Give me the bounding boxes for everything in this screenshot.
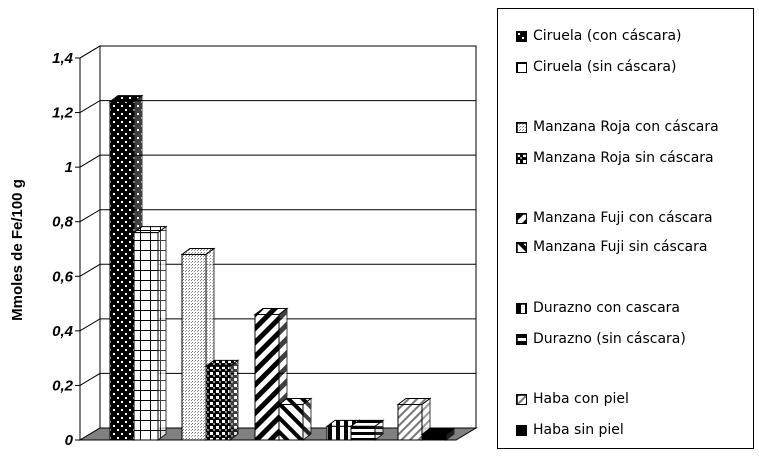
y-tick-label: 0,6	[52, 268, 74, 285]
legend-swatch	[516, 121, 527, 133]
bar-front	[421, 434, 447, 441]
bar-front	[181, 253, 207, 441]
legend-swatch	[516, 302, 527, 314]
gridline	[79, 154, 476, 168]
legend-item: Ciruela (sin cáscara)	[516, 57, 676, 77]
legend-label: Haba sin piel	[533, 422, 624, 438]
legend-label: Haba con piel	[533, 391, 629, 407]
legend-swatch	[516, 30, 527, 42]
legend-item: Haba sin piel	[516, 420, 624, 440]
bar-front	[254, 313, 280, 441]
bar	[204, 359, 240, 441]
y-tick-label: 1,2	[52, 105, 74, 122]
bar-side	[229, 359, 239, 441]
legend-swatch	[516, 61, 527, 73]
bar	[132, 225, 168, 441]
gridline	[79, 209, 476, 223]
legend-swatch	[516, 424, 527, 436]
legend: Ciruela (con cáscara) Ciruela (sin cáscar…	[497, 8, 754, 449]
gridline	[79, 372, 476, 386]
legend-item: Manzana Fuji sin cáscara	[516, 237, 707, 257]
legend-label: Manzana Roja sin cáscara	[533, 150, 714, 166]
bar-front	[133, 232, 159, 441]
bar-front	[109, 101, 135, 441]
side-wall	[79, 45, 101, 441]
bar	[349, 419, 385, 441]
bar-front	[397, 404, 423, 441]
bar	[277, 397, 313, 441]
gridline	[79, 263, 476, 277]
bar-front	[326, 425, 352, 441]
legend-swatch	[516, 333, 527, 345]
legend-item: Manzana Fuji con cáscara	[516, 208, 713, 228]
legend-item: Durazno con cascara	[516, 298, 680, 318]
y-tick-label: 0,4	[52, 323, 74, 340]
y-tick-label: 1,4	[52, 50, 74, 67]
legend-label: Durazno (sin cáscara)	[533, 331, 686, 347]
gridline	[79, 100, 476, 114]
y-axis-label: Mmoles de Fe/100 g	[9, 179, 26, 321]
y-tick-label: 0,8	[52, 214, 74, 231]
bar	[420, 427, 456, 441]
bars	[108, 94, 456, 441]
bar-side	[157, 225, 167, 441]
y-tick-label: 0,2	[52, 377, 74, 394]
y-tick-label: 1	[65, 159, 73, 176]
bar-front	[205, 365, 231, 441]
bar-front	[278, 404, 304, 441]
gridline	[79, 45, 476, 59]
legend-item: Haba con piel	[516, 389, 629, 409]
bar-chart: 0 0,2 0,4 0,6 0,8 1 1,2 1,4 Mmoles de Fe/100 g	[9, 45, 478, 449]
legend-label: Manzana Fuji sin cáscara	[533, 239, 708, 255]
legend-item: Durazno (sin cáscara)	[516, 329, 686, 349]
legend-swatch	[516, 212, 527, 224]
legend-item: Manzana Roja sin cáscara	[516, 148, 714, 168]
y-axis-ticks: 0 0,2 0,4 0,6 0,8 1 1,2 1,4	[52, 50, 81, 449]
bar-front	[350, 425, 376, 441]
bar-side	[302, 397, 312, 441]
legend-label: Manzana Roja con cáscara	[533, 119, 719, 135]
gridlines	[79, 45, 476, 386]
legend-swatch	[516, 241, 527, 253]
legend-label: Ciruela (con cáscara)	[533, 28, 682, 44]
legend-label: Durazno con cascara	[533, 300, 680, 316]
legend-swatch	[516, 393, 527, 405]
gridline	[79, 318, 476, 332]
y-tick-label: 0	[65, 432, 74, 449]
legend-item: Ciruela (con cáscara)	[516, 26, 682, 46]
legend-label: Manzana Fuji con cáscara	[533, 210, 713, 226]
legend-label: Ciruela (sin cáscara)	[533, 59, 677, 75]
legend-item: Manzana Roja con cáscara	[516, 117, 719, 137]
legend-swatch	[516, 152, 527, 164]
